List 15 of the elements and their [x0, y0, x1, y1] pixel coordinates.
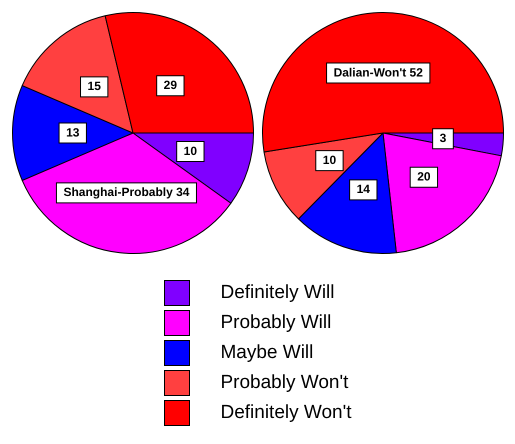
legend-label: Definitely Will: [220, 282, 334, 304]
legend-label: Probably Will: [220, 312, 332, 334]
data-label: 20: [417, 170, 431, 184]
data-label: 14: [356, 182, 370, 196]
data-label: Dalian-Won't 52: [334, 65, 424, 80]
data-label: 15: [88, 79, 102, 94]
data-label: 10: [184, 144, 198, 158]
legend-label: Probably Won't: [220, 372, 348, 394]
data-label: 13: [66, 125, 80, 140]
legend-label: Maybe Will: [220, 342, 314, 364]
data-label: 3: [440, 131, 447, 146]
data-label: Shanghai-Probably 34: [63, 185, 190, 200]
data-label: 29: [164, 78, 178, 92]
data-label: 10: [322, 152, 336, 167]
legend-label: Definitely Won't: [220, 402, 352, 424]
